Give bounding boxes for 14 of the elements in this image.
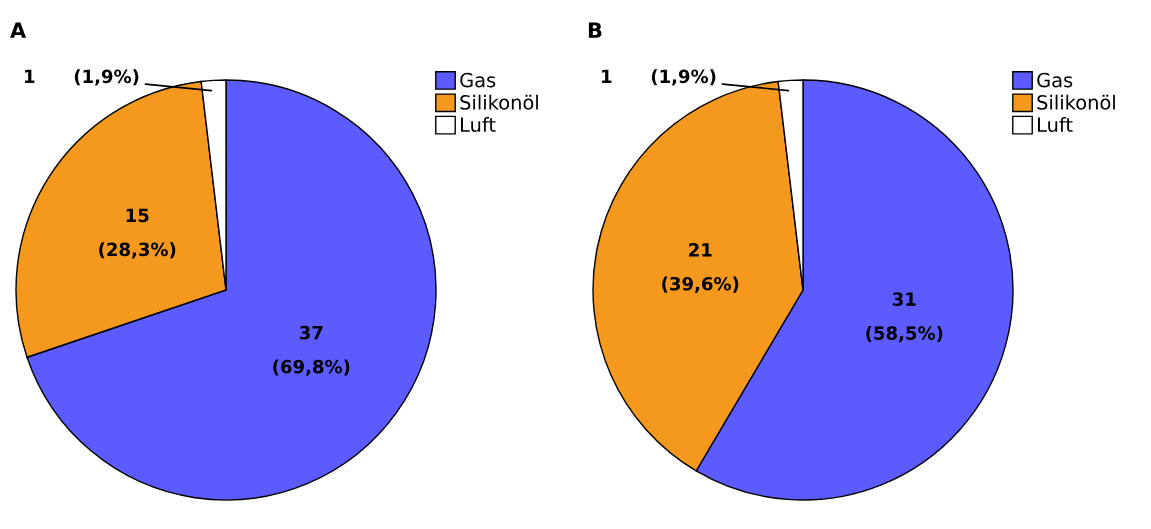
data-label: 15 (28,3%) [99,208,176,259]
legend-label: Luft [461,117,496,133]
legend-label: Gas [460,72,496,88]
legend-label: Silikonöl [1037,94,1115,110]
data-label: 1 (1,9%) [602,69,716,86]
data-label: 37 (69,8%) [273,325,350,376]
data-label: 1 (1,9%) [25,69,139,86]
legend-label: Silikonöl [460,94,538,110]
chart-title: B [588,22,602,38]
chart-title: A [10,22,27,38]
data-label: 31 (58,5%) [866,292,943,343]
data-label: 21 (39,6%) [662,242,739,293]
legend-label: Luft [1038,117,1073,133]
legend-label: Gas [1037,72,1073,88]
